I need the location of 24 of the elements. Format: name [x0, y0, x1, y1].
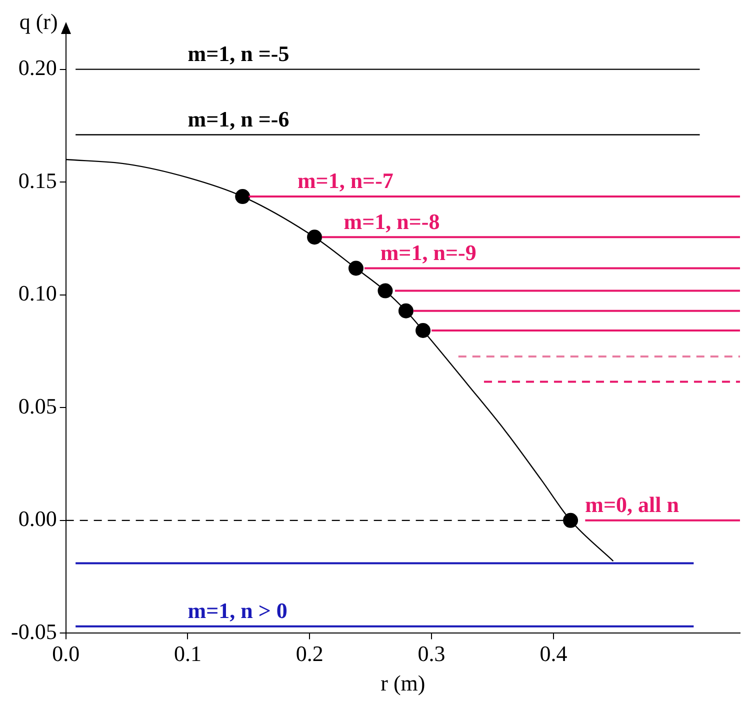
- y-tick-label: 0.05: [18, 393, 57, 418]
- x-tick-label: 0.3: [418, 641, 446, 666]
- y-tick-label: -0.05: [11, 618, 57, 644]
- y-tick-label: 0.15: [18, 168, 57, 193]
- annotation: m=1, n > 0: [188, 598, 288, 624]
- point: [398, 303, 414, 318]
- y-tick-label: 0.10: [18, 280, 57, 306]
- annotation: m=0, all n: [585, 492, 679, 518]
- point: [416, 323, 431, 338]
- annotation: m=1, n =-5: [188, 41, 290, 66]
- annotation: m=1, n =-6: [188, 106, 290, 132]
- annotation: m=1, n=-7: [297, 168, 394, 194]
- annotation: m=1, n=-8: [344, 208, 440, 234]
- x-tick-label: 0.1: [174, 641, 202, 666]
- point: [378, 283, 393, 298]
- x-axis-title: r (m): [380, 670, 426, 696]
- annotation: m=1, n=-9: [380, 240, 476, 265]
- y-tick-label: 0.20: [18, 55, 57, 80]
- y-axis-title: q (r): [19, 8, 58, 34]
- point: [307, 230, 322, 245]
- y-tick-label: 0.00: [18, 506, 57, 532]
- x-tick-label: 0.4: [540, 641, 568, 666]
- x-tick-label: 0.2: [296, 641, 324, 666]
- x-tick-label: 0.0: [52, 641, 80, 666]
